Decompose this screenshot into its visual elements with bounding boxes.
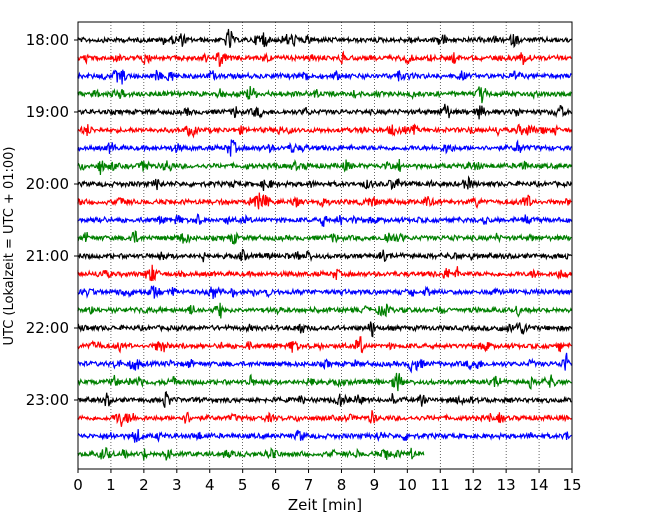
- plot-frame: [77, 21, 573, 470]
- x-tick-label: 8: [337, 476, 347, 494]
- trace-1900: [77, 103, 573, 120]
- trace-2115: [77, 264, 573, 282]
- x-tick-label: 3: [172, 476, 182, 494]
- trace-1845: [77, 85, 572, 104]
- y-tick-label: 20:00: [26, 175, 69, 193]
- x-tick-label: 2: [139, 476, 149, 494]
- trace-1930: [77, 139, 572, 157]
- x-axis-ticks: 0 1 2 3 4 5 6 7 8 9 10 11 12 13 14 15: [73, 469, 582, 494]
- grid-lines: [110, 22, 540, 469]
- trace-2215: [77, 336, 572, 354]
- y-tick-label: 18:00: [26, 31, 69, 49]
- trace-2300: [77, 390, 572, 408]
- x-tick-label: 1: [106, 476, 116, 494]
- y-tick-label: 21:00: [26, 247, 69, 265]
- trace-2200: [77, 321, 573, 338]
- trace-1815: [77, 50, 572, 67]
- x-tick-label: 0: [73, 476, 83, 494]
- x-tick-label: 11: [431, 476, 450, 494]
- x-tick-label: 6: [271, 476, 281, 494]
- trace-2045: [77, 230, 572, 245]
- x-tick-label: 9: [370, 476, 380, 494]
- trace-2330: [77, 429, 572, 443]
- x-tick-label: 7: [304, 476, 314, 494]
- trace-2145: [77, 302, 573, 319]
- x-tick-label: 14: [530, 476, 549, 494]
- y-tick-label: 23:00: [26, 391, 69, 409]
- trace-2315: [77, 410, 572, 427]
- trace-2345: [77, 446, 425, 461]
- y-tick-label: 22:00: [26, 319, 69, 337]
- x-tick-label: 12: [464, 476, 483, 494]
- x-tick-label: 10: [398, 476, 417, 494]
- trace-1830: [77, 69, 572, 85]
- trace-1800: [77, 28, 572, 49]
- x-tick-label: 15: [562, 476, 581, 494]
- trace-2030: [77, 213, 573, 227]
- x-tick-label: 4: [205, 476, 215, 494]
- trace-1945: [77, 158, 573, 176]
- trace-group: [77, 28, 573, 461]
- trace-2245: [77, 372, 572, 392]
- trace-1915: [77, 123, 573, 139]
- trace-2015: [77, 192, 572, 210]
- trace-2000: [77, 175, 573, 191]
- x-axis-label: Zeit [min]: [288, 496, 362, 514]
- x-tick-label: 5: [238, 476, 248, 494]
- y-tick-label: 19:00: [26, 103, 69, 121]
- y-axis-ticks: 18:00 19:00 20:00 21:00 22:00 23:00: [26, 31, 78, 409]
- trace-2100: [77, 248, 572, 263]
- y-axis-label: UTC (Lokalzeit = UTC + 01:00): [2, 147, 17, 346]
- x-tick-label: 13: [497, 476, 516, 494]
- trace-2230: [77, 352, 573, 374]
- trace-2130: [77, 285, 573, 300]
